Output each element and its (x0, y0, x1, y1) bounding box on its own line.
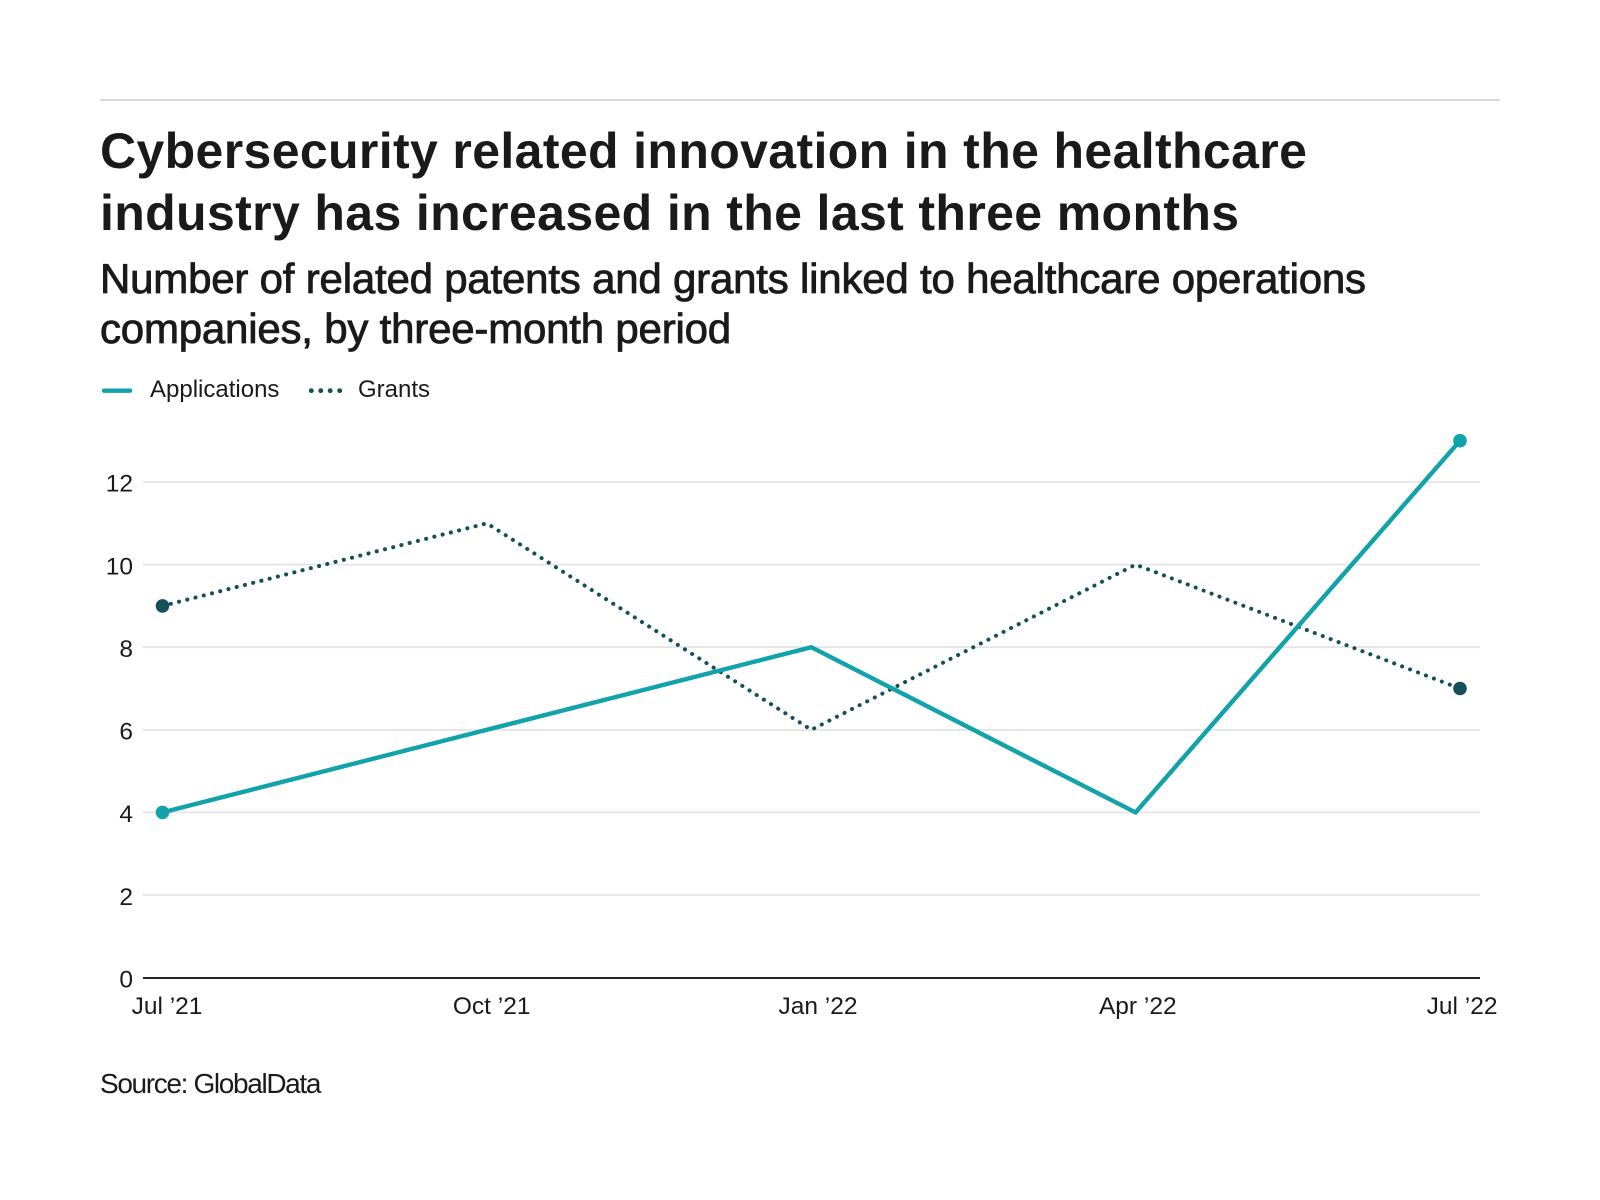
svg-text:Jan ’22: Jan ’22 (778, 993, 857, 1020)
svg-text:10: 10 (106, 553, 133, 580)
svg-text:Jul ’22: Jul ’22 (1427, 993, 1498, 1020)
svg-text:12: 12 (106, 471, 133, 498)
svg-text:2: 2 (119, 884, 133, 911)
svg-text:Oct ’21: Oct ’21 (453, 993, 531, 1020)
svg-text:0: 0 (119, 967, 133, 994)
svg-text:Jul ’21: Jul ’21 (132, 993, 203, 1020)
svg-text:4: 4 (119, 801, 133, 828)
svg-text:6: 6 (119, 719, 133, 746)
svg-text:8: 8 (119, 636, 133, 663)
svg-text:Apr ’22: Apr ’22 (1099, 993, 1177, 1020)
